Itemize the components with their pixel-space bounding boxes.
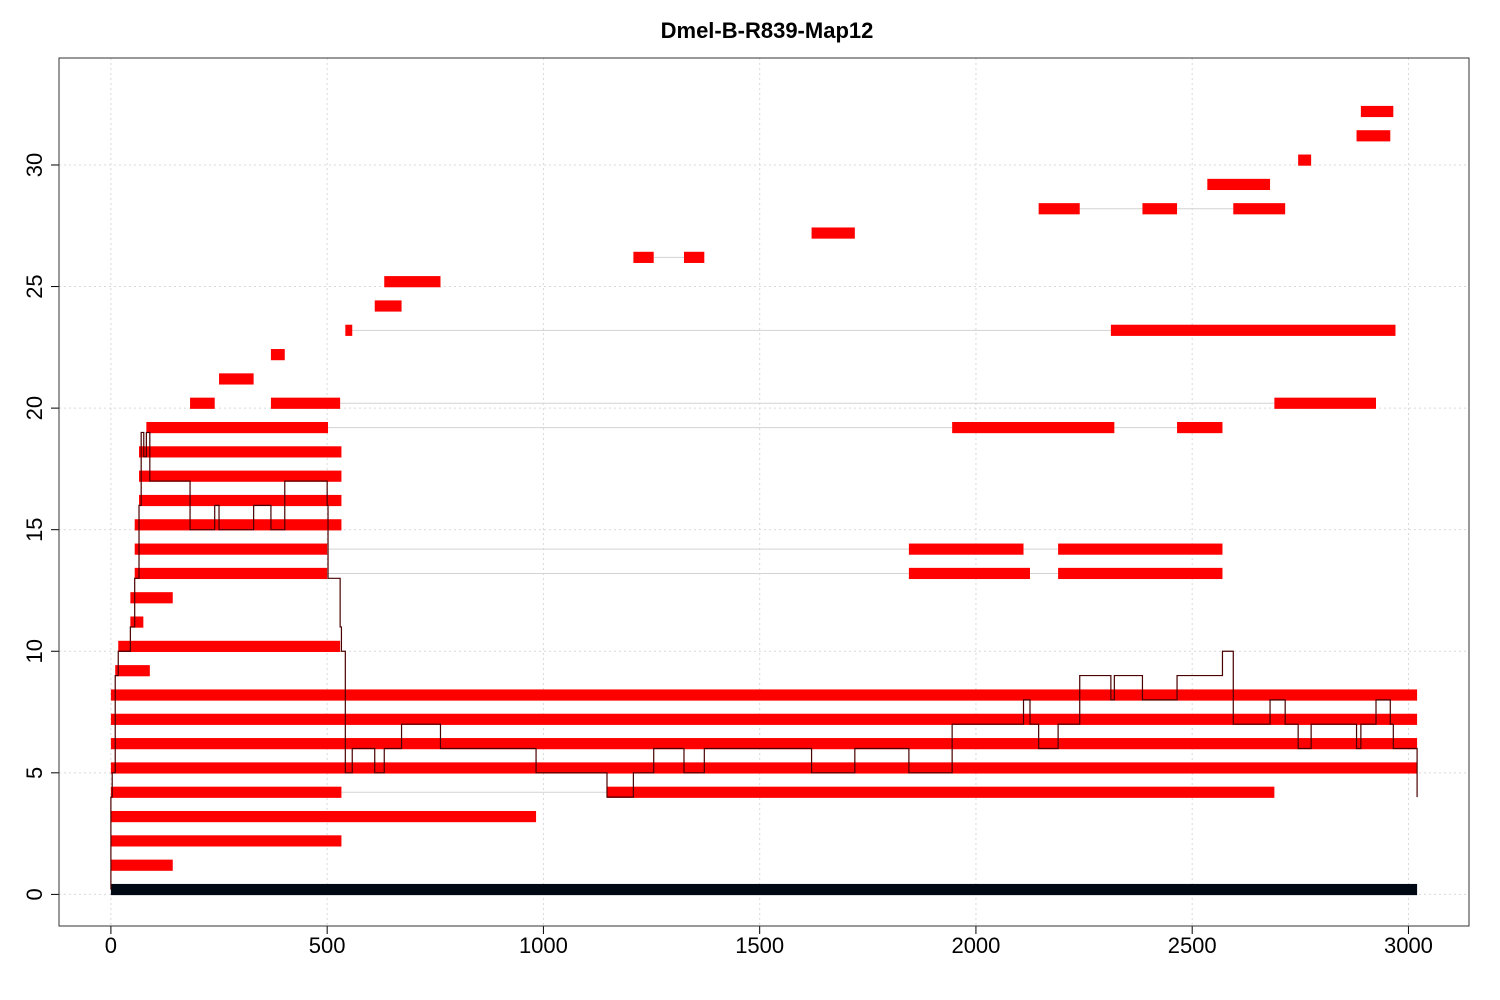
- y-tick-label: 15: [22, 517, 47, 541]
- segment-bar: [130, 592, 173, 604]
- segment-bar: [345, 324, 353, 336]
- y-tick-label: 25: [22, 274, 47, 298]
- segment-bar: [115, 665, 150, 677]
- x-tick-label: 1000: [519, 933, 568, 958]
- segment-bar: [1274, 397, 1377, 409]
- x-tick-label: 500: [309, 933, 346, 958]
- axes: 0 500 1000 1500 2000 2500 3000 0 5 10 15 20 25 30: [22, 153, 1433, 958]
- segment-bar: [190, 397, 215, 409]
- segment-bar: [139, 494, 342, 507]
- segment-bar: [1038, 203, 1080, 215]
- segment-bar: [908, 567, 1030, 580]
- y-tick-label: 0: [22, 888, 47, 900]
- x-tick-label: 2000: [951, 933, 1000, 958]
- segment-bar: [270, 349, 285, 361]
- coverage-step-line: [110, 431, 1418, 890]
- segment-bar: [633, 251, 654, 263]
- segment-bar: [952, 421, 1115, 434]
- x-tick-label: 0: [105, 933, 117, 958]
- segment-bar: [146, 421, 329, 434]
- segment-bar: [1207, 178, 1271, 191]
- segment-bar: [606, 786, 1275, 798]
- segment-bar: [811, 227, 855, 239]
- segment-bar: [384, 276, 441, 288]
- segment-bar: [110, 762, 1418, 774]
- chart-title: Dmel-B-R839-Map12: [661, 18, 874, 43]
- segment-bar: [683, 251, 705, 263]
- segment-bar: [219, 373, 254, 385]
- segment-bar: [139, 470, 342, 482]
- segment-bar: [110, 713, 1418, 725]
- segment-bar: [270, 397, 341, 409]
- segment-bar: [110, 835, 342, 847]
- x-tick-label: 3000: [1384, 933, 1433, 958]
- segment-bar: [134, 519, 342, 531]
- segment-bar: [1142, 203, 1178, 215]
- segment-bar: [139, 446, 342, 458]
- y-tick-label: 5: [22, 767, 47, 779]
- segment-bar: [1233, 203, 1286, 215]
- y-tick-label: 30: [22, 153, 47, 177]
- x-tick-label: 2500: [1168, 933, 1217, 958]
- segment-bar: [1058, 567, 1223, 580]
- segment-bar: [1360, 105, 1394, 118]
- segment-bar: [130, 616, 144, 628]
- plot-frame: [58, 57, 1470, 927]
- segment-bar: [110, 738, 1418, 750]
- segment-bar: [134, 567, 328, 580]
- segment-bar: [1356, 130, 1391, 142]
- segments: [110, 105, 1418, 896]
- y-tick-label: 20: [22, 396, 47, 420]
- segment-bar: [1177, 421, 1223, 434]
- segment-bar: [134, 543, 328, 555]
- segment-bar: [110, 689, 1418, 701]
- segment-bar: [908, 543, 1024, 555]
- segment-bar: [110, 786, 342, 798]
- segment-bar: [1058, 543, 1223, 555]
- segment-bar: [1298, 154, 1312, 166]
- segment-bar: [1110, 324, 1396, 336]
- segment-bar: [118, 640, 341, 652]
- reference-track: [110, 883, 1418, 896]
- link-lines: [327, 208, 1275, 793]
- x-tick-label: 1500: [735, 933, 784, 958]
- coverage-line: [110, 431, 1418, 890]
- segment-bar: [110, 810, 537, 823]
- segment-bar: [110, 859, 173, 871]
- y-tick-label: 10: [22, 639, 47, 663]
- segment-bar: [374, 300, 402, 312]
